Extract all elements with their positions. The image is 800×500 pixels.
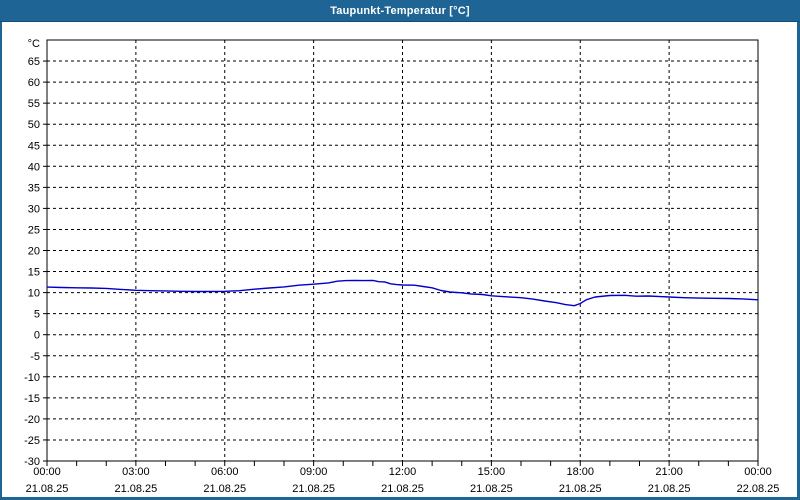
x-tick-time-label: 21:00 bbox=[655, 466, 683, 478]
y-tick-label: 15 bbox=[28, 267, 40, 279]
plot-frame bbox=[46, 39, 759, 462]
x-tick-time-label: 06:00 bbox=[211, 466, 239, 478]
y-tick-label: 5 bbox=[34, 309, 40, 321]
y-tick-label: -5 bbox=[30, 351, 40, 363]
x-tick-date-label: 21.08.25 bbox=[26, 483, 69, 495]
x-tick-time-label: 15:00 bbox=[478, 466, 506, 478]
y-tick-label: 25 bbox=[28, 224, 40, 236]
x-tick-time-label: 00:00 bbox=[744, 466, 772, 478]
x-tick-date-label: 21.08.25 bbox=[470, 483, 513, 495]
y-tick-label: 65 bbox=[28, 56, 40, 68]
x-tick-date-label: 21.08.25 bbox=[292, 483, 335, 495]
y-tick-label: -30 bbox=[24, 456, 40, 468]
x-tick-time-label: 03:00 bbox=[122, 466, 150, 478]
y-tick-label: -15 bbox=[24, 393, 40, 405]
y-tick-label: 30 bbox=[28, 203, 40, 215]
x-tick-date-label: 21.08.25 bbox=[114, 483, 157, 495]
x-tick-date-label: 21.08.25 bbox=[648, 483, 691, 495]
y-tick-label: -10 bbox=[24, 372, 40, 384]
window-titlebar[interactable]: Taupunkt-Temperatur [°C] bbox=[0, 0, 800, 22]
y-tick-label: 60 bbox=[28, 77, 40, 89]
y-tick-label: 10 bbox=[28, 288, 40, 300]
y-tick-label: 55 bbox=[28, 98, 40, 110]
y-tick-label: -20 bbox=[24, 414, 40, 426]
window-border-right bbox=[797, 22, 800, 500]
y-tick-label: 40 bbox=[28, 161, 40, 173]
y-tick-label: 35 bbox=[28, 182, 40, 194]
window-border-left bbox=[0, 22, 2, 500]
window-border-bottom bbox=[0, 497, 800, 500]
x-tick-time-label: 12:00 bbox=[389, 466, 417, 478]
y-tick-label: 45 bbox=[28, 140, 40, 152]
y-tick-label: 20 bbox=[28, 246, 40, 258]
y-tick-label: -25 bbox=[24, 435, 40, 447]
x-tick-date-label: 22.08.25 bbox=[737, 483, 780, 495]
x-tick-date-label: 21.08.25 bbox=[381, 483, 424, 495]
x-tick-date-label: 21.08.25 bbox=[203, 483, 246, 495]
x-tick-time-label: 09:00 bbox=[300, 466, 328, 478]
window-title: Taupunkt-Temperatur [°C] bbox=[330, 4, 470, 17]
y-axis-unit-label: °C bbox=[28, 38, 40, 50]
dew-point-line bbox=[46, 279, 759, 307]
y-tick-label: 0 bbox=[34, 330, 40, 342]
x-tick-time-label: 00:00 bbox=[33, 466, 61, 478]
x-tick-date-label: 21.08.25 bbox=[559, 483, 602, 495]
y-tick-label: 50 bbox=[28, 119, 40, 131]
x-tick-time-label: 18:00 bbox=[566, 466, 594, 478]
